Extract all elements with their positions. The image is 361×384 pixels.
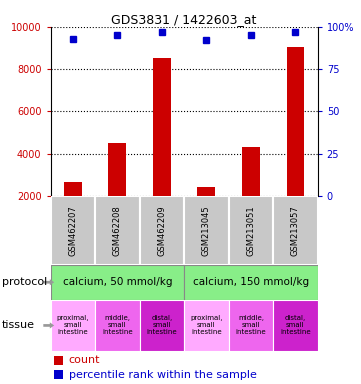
Text: proximal,
small
intestine: proximal, small intestine: [190, 315, 223, 336]
Text: GSM213045: GSM213045: [202, 205, 211, 256]
Text: GSM213057: GSM213057: [291, 205, 300, 256]
Text: middle,
small
intestine: middle, small intestine: [102, 315, 132, 336]
Title: GDS3831 / 1422603_at: GDS3831 / 1422603_at: [112, 13, 257, 26]
Bar: [242, 147, 260, 238]
Bar: [229, 300, 273, 351]
Bar: [197, 187, 215, 238]
Text: GSM213051: GSM213051: [247, 205, 255, 256]
Bar: [153, 58, 171, 238]
Text: tissue: tissue: [2, 320, 35, 331]
Bar: [51, 265, 184, 300]
Text: calcium, 50 mmol/kg: calcium, 50 mmol/kg: [62, 277, 172, 287]
Bar: [184, 300, 229, 351]
Bar: [95, 196, 140, 265]
Bar: [95, 300, 140, 351]
Text: protocol: protocol: [2, 277, 47, 287]
Text: distal,
small
intestine: distal, small intestine: [147, 315, 177, 336]
Text: percentile rank within the sample: percentile rank within the sample: [69, 370, 256, 380]
Text: calcium, 150 mmol/kg: calcium, 150 mmol/kg: [193, 277, 309, 287]
Bar: [184, 196, 229, 265]
Bar: [184, 265, 318, 300]
Bar: [51, 196, 95, 265]
Bar: [64, 182, 82, 238]
Text: distal,
small
intestine: distal, small intestine: [280, 315, 311, 336]
Bar: [140, 196, 184, 265]
Bar: [140, 300, 184, 351]
Bar: [108, 143, 126, 238]
Bar: [51, 300, 95, 351]
Text: proximal,
small
intestine: proximal, small intestine: [57, 315, 89, 336]
Text: GSM462207: GSM462207: [68, 205, 77, 256]
Bar: [273, 300, 318, 351]
Bar: [273, 196, 318, 265]
Text: GSM462209: GSM462209: [157, 205, 166, 256]
Text: count: count: [69, 356, 100, 366]
Text: GSM462208: GSM462208: [113, 205, 122, 256]
Bar: [229, 196, 273, 265]
Text: middle,
small
intestine: middle, small intestine: [236, 315, 266, 336]
Bar: [287, 47, 304, 238]
